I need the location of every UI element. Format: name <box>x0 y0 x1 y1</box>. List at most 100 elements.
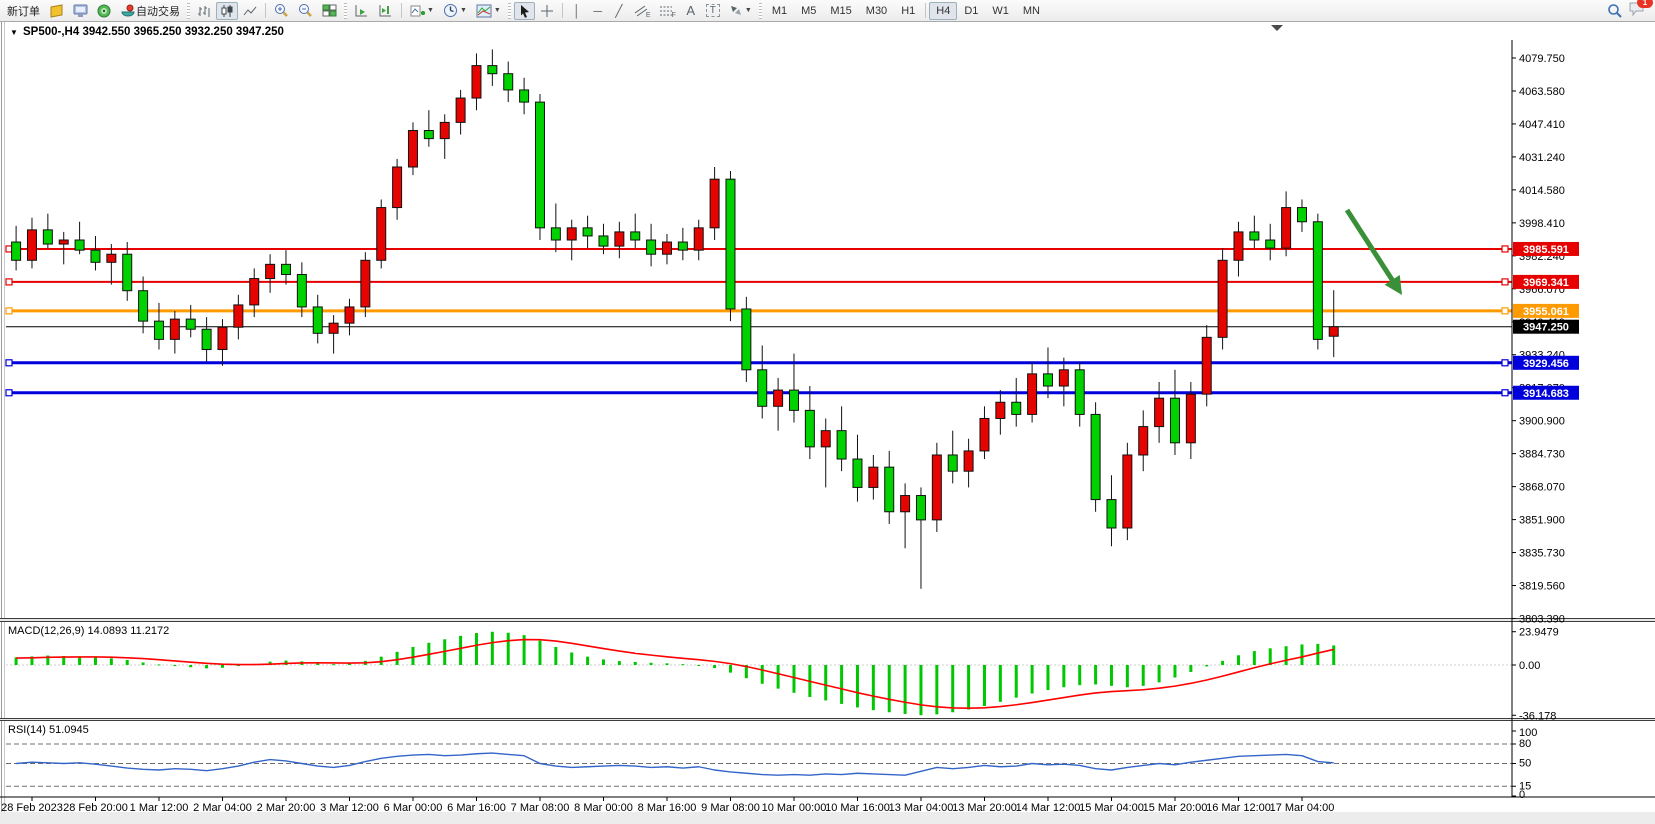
timeframe-mn[interactable]: MN <box>1022 4 1040 17</box>
candle <box>471 53 482 111</box>
line-handle[interactable] <box>1501 389 1509 397</box>
chart-shift-button[interactable] <box>374 2 397 20</box>
crosshair-tool-button[interactable] <box>536 2 558 20</box>
signals-button[interactable] <box>93 2 116 20</box>
time-tick-label: 28 Feb 2023 <box>1 802 63 814</box>
text-tool-button[interactable]: A <box>681 2 701 20</box>
trendline-tool-button[interactable]: ╱ <box>609 2 629 20</box>
timeframe-h4[interactable]: H4 <box>929 1 958 20</box>
fibonacci-tool-button[interactable]: F <box>655 2 679 20</box>
chevron-down-icon[interactable]: ▼ <box>459 7 467 14</box>
line-handle[interactable] <box>1501 245 1509 253</box>
macd-histogram-bar <box>395 651 399 665</box>
macd-histogram-bar <box>681 664 685 666</box>
equidistant-channel-tool-button[interactable]: E <box>630 2 655 20</box>
line-handle[interactable] <box>5 359 13 367</box>
toolbar-grip[interactable] <box>758 2 762 19</box>
macd-histogram-bar <box>46 655 50 665</box>
periods-button[interactable]: ▼ <box>439 2 471 20</box>
horizontal-line-tool-button[interactable]: ─ <box>588 2 608 20</box>
timeframe-m5[interactable]: M5 <box>801 4 817 17</box>
chart-collapse-toggle[interactable]: ▼ <box>10 28 18 37</box>
line-handle[interactable] <box>5 389 13 397</box>
candle <box>566 219 577 261</box>
timeframe-m15[interactable]: M15 <box>830 4 852 17</box>
auto-trading-label: 自动交易 <box>136 5 180 18</box>
chart-profile-button[interactable] <box>45 2 68 20</box>
market-watch-button[interactable] <box>69 2 92 20</box>
macd-histogram-bar <box>173 665 177 667</box>
time-tick-label: 17 Mar 04:00 <box>1270 802 1335 814</box>
candle <box>1312 213 1323 350</box>
toolbar-grip[interactable] <box>187 2 190 19</box>
candle <box>122 242 133 301</box>
candle <box>820 418 831 488</box>
chevron-down-icon[interactable]: ▼ <box>427 7 434 14</box>
macd-histogram-bar <box>1268 648 1272 665</box>
macd-histogram-bar <box>1157 665 1161 683</box>
candle <box>519 77 530 115</box>
time-tick-label: 13 Mar 04:00 <box>889 802 954 814</box>
text-label-tool-button[interactable]: T <box>702 2 724 20</box>
arrows-tool-button[interactable]: ▼ <box>725 2 756 20</box>
line-chart-button[interactable] <box>239 2 261 20</box>
line-handle[interactable] <box>5 278 13 286</box>
timeframe-h1[interactable]: H1 <box>901 4 916 17</box>
macd-histogram-bar <box>332 664 336 666</box>
zoom-out-button[interactable] <box>294 2 317 20</box>
timeframe-w1[interactable]: W1 <box>992 4 1009 17</box>
macd-histogram-bar <box>109 658 113 665</box>
candle <box>280 250 291 285</box>
price-axis-area[interactable] <box>1512 24 1655 812</box>
macd-histogram-bar <box>601 659 605 665</box>
candle <box>360 252 371 318</box>
indicators-button[interactable]: ▼ <box>406 2 438 20</box>
line-handle[interactable] <box>1501 359 1509 367</box>
macd-axis-label: 0.00 <box>1519 660 1540 672</box>
line-handle[interactable] <box>1501 307 1509 315</box>
bar-chart-button[interactable] <box>193 2 215 20</box>
timeframe-m1[interactable]: M1 <box>771 4 788 17</box>
tile-windows-button[interactable] <box>318 2 341 20</box>
candle <box>979 406 990 460</box>
vertical-line-tool-button[interactable]: │ <box>567 2 587 20</box>
new-order-button[interactable]: 新订单 <box>3 2 44 20</box>
auto-scroll-icon <box>355 4 367 16</box>
notifications-button[interactable]: 1 <box>1629 0 1653 21</box>
auto-trading-button[interactable]: 自动交易 <box>117 2 184 20</box>
notification-badge: 1 <box>1637 0 1653 8</box>
macd-histogram-bar <box>617 661 621 665</box>
templates-button[interactable]: ▼ <box>472 2 505 20</box>
price-chip-label: 3985.591 <box>1523 244 1569 256</box>
panel-divider[interactable] <box>0 618 1655 622</box>
zoom-in-button[interactable] <box>270 2 293 20</box>
candle <box>138 276 149 334</box>
cursor-tool-button[interactable] <box>513 1 535 20</box>
candle <box>439 114 450 159</box>
chart-shift-marker[interactable] <box>1271 25 1283 31</box>
cursor-icon <box>520 4 529 18</box>
trend-arrow-annotation[interactable] <box>1344 208 1399 288</box>
line-handle[interactable] <box>1501 278 1509 286</box>
level-price-chip <box>1513 385 1579 400</box>
rsi-axis-label: 0 <box>1519 789 1525 801</box>
yellow-note-icon <box>50 3 63 18</box>
line-handle[interactable] <box>5 307 13 315</box>
toolbar-grip[interactable] <box>507 2 511 19</box>
rsi-axis-label: 100 <box>1519 727 1537 739</box>
chevron-down-icon[interactable]: ▼ <box>493 7 501 14</box>
timeframe-d1[interactable]: D1 <box>964 4 979 17</box>
sonar-icon <box>97 4 111 17</box>
timeframe-m30[interactable]: M30 <box>865 4 888 17</box>
candle <box>804 386 815 460</box>
panel-divider[interactable] <box>0 718 1655 721</box>
time-tick-label: 8 Mar 16:00 <box>638 802 697 814</box>
candlestick-chart-button[interactable] <box>216 1 238 20</box>
price-tick-label: 4063.580 <box>1519 86 1565 98</box>
toolbar-grip[interactable] <box>344 2 347 19</box>
toolbar-right: 1 <box>1607 0 1653 21</box>
trend-arrow-head[interactable] <box>1384 274 1402 295</box>
auto-scroll-button[interactable] <box>350 2 373 20</box>
chevron-down-icon[interactable]: ▼ <box>744 7 752 14</box>
search-icon[interactable] <box>1607 3 1623 19</box>
